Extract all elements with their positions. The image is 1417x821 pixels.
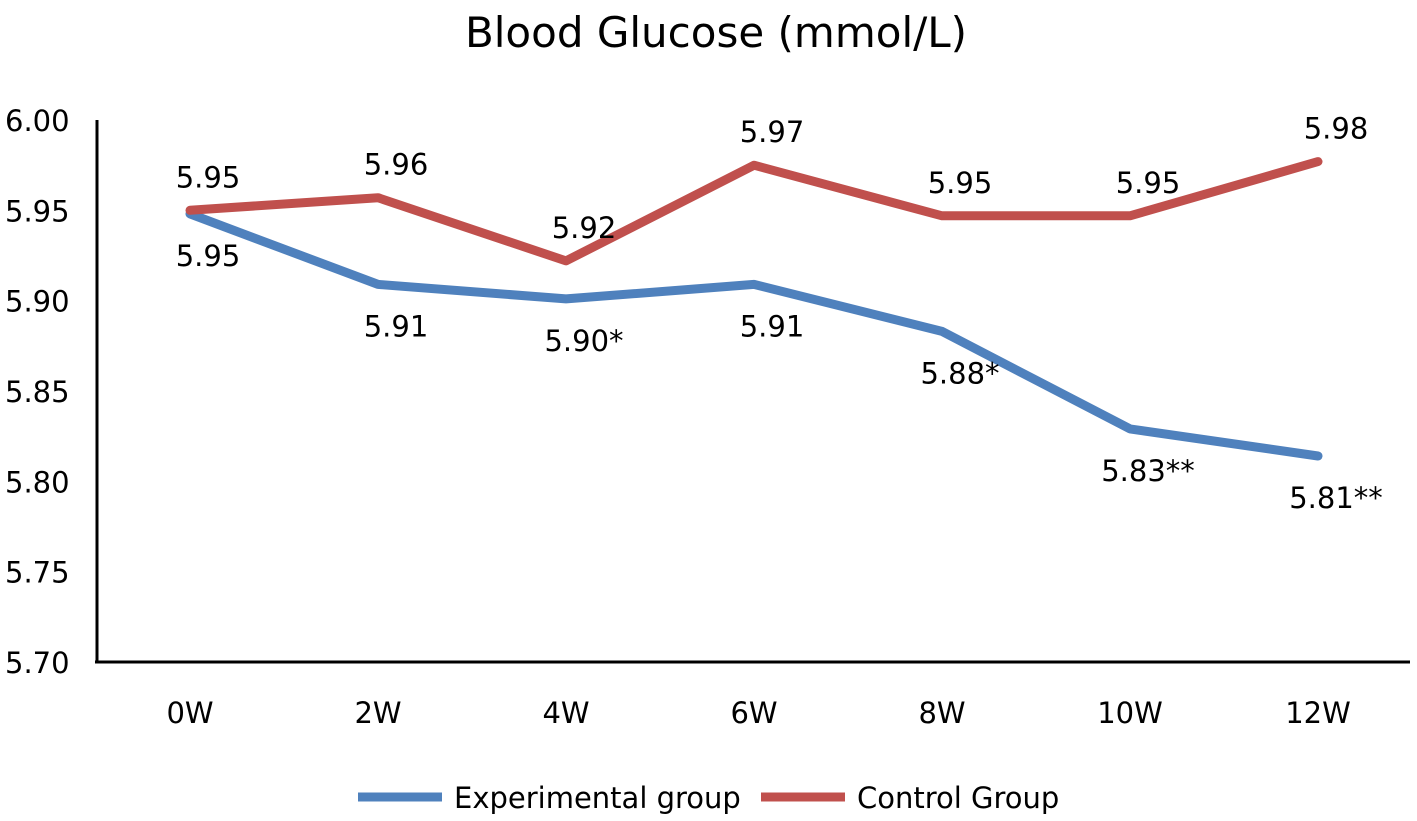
data-labels: 5.95 5.91 5.90* 5.91 5.88* 5.83** 5.81** 5.95 5.… bbox=[176, 112, 1383, 515]
x-tick-label: 10W bbox=[1097, 696, 1163, 730]
data-label-control: 5.92 bbox=[552, 211, 617, 245]
data-label-experimental: 5.91 bbox=[364, 309, 429, 343]
legend: Experimental group Control Group bbox=[358, 781, 1059, 815]
y-tick-label: 5.75 bbox=[5, 556, 70, 590]
y-tick-label: 5.90 bbox=[5, 285, 70, 319]
y-tick-label: 5.70 bbox=[5, 646, 70, 680]
data-label-experimental: 5.81** bbox=[1289, 481, 1383, 515]
series-lines bbox=[185, 157, 1323, 461]
series-line-control bbox=[185, 157, 1323, 266]
legend-label-experimental: Experimental group bbox=[454, 781, 741, 815]
y-tick-label: 5.80 bbox=[5, 465, 70, 499]
axes bbox=[95, 120, 1410, 664]
series-line-experimental bbox=[185, 209, 1323, 461]
data-label-experimental: 5.91 bbox=[740, 309, 805, 343]
x-tick-label: 0W bbox=[166, 696, 213, 730]
data-label-control: 5.98 bbox=[1304, 112, 1369, 146]
data-label-control: 5.95 bbox=[176, 160, 241, 194]
data-label-control: 5.95 bbox=[1116, 166, 1181, 200]
x-tick-label: 4W bbox=[542, 696, 589, 730]
x-tick-label: 12W bbox=[1285, 696, 1351, 730]
data-label-experimental: 5.90* bbox=[544, 324, 623, 358]
x-tick-label: 8W bbox=[918, 696, 965, 730]
data-label-experimental: 5.88* bbox=[920, 356, 999, 390]
data-label-experimental: 5.95 bbox=[176, 239, 241, 273]
data-label-control: 5.96 bbox=[364, 148, 429, 182]
y-tick-label: 5.85 bbox=[5, 375, 70, 409]
x-tick-label: 6W bbox=[730, 696, 777, 730]
chart-title: Blood Glucose (mmol/L) bbox=[465, 8, 967, 57]
legend-label-control: Control Group bbox=[857, 781, 1059, 815]
data-label-control: 5.95 bbox=[928, 166, 993, 200]
x-tick-label: 2W bbox=[354, 696, 401, 730]
data-label-experimental: 5.83** bbox=[1101, 454, 1195, 488]
y-tick-label: 5.95 bbox=[5, 194, 70, 228]
data-label-control: 5.97 bbox=[740, 115, 805, 149]
y-tick-label: 6.00 bbox=[5, 104, 70, 138]
y-tick-labels: 5.70 5.75 5.80 5.85 5.90 5.95 6.00 bbox=[5, 104, 70, 680]
x-tick-labels: 0W 2W 4W 6W 8W 10W 12W bbox=[166, 696, 1350, 730]
